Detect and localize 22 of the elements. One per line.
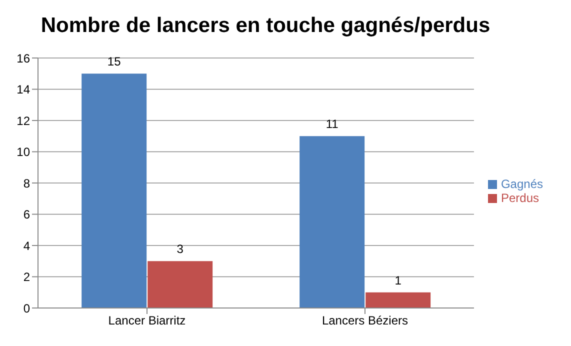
data-label: 15 [107, 54, 122, 69]
x-tick-label: Lancers Béziers [322, 314, 408, 328]
bar [148, 261, 213, 308]
y-tick-label: 4 [23, 238, 30, 253]
data-label: 3 [176, 242, 184, 256]
x-tick-label: Lancer Biarritz [108, 314, 186, 328]
y-tick-label: 2 [23, 270, 30, 284]
y-tick-label: 10 [16, 145, 30, 160]
data-label: 1 [394, 273, 402, 288]
legend-label: Perdus [500, 191, 539, 205]
legend-label: Gagnés [500, 177, 543, 191]
chart-title: Nombre de lancers en touche gagnés/perdus [40, 13, 492, 39]
bar [366, 292, 431, 308]
bar [300, 136, 365, 308]
bar [82, 74, 147, 308]
y-tick-label: 6 [23, 208, 30, 222]
data-label: 11 [326, 117, 339, 132]
y-tick-label: 0 [23, 301, 30, 316]
y-tick-label: 8 [23, 176, 30, 190]
y-tick-label: 16 [16, 51, 30, 66]
y-tick-label: 12 [16, 114, 30, 128]
y-tick-label: 14 [16, 82, 30, 97]
